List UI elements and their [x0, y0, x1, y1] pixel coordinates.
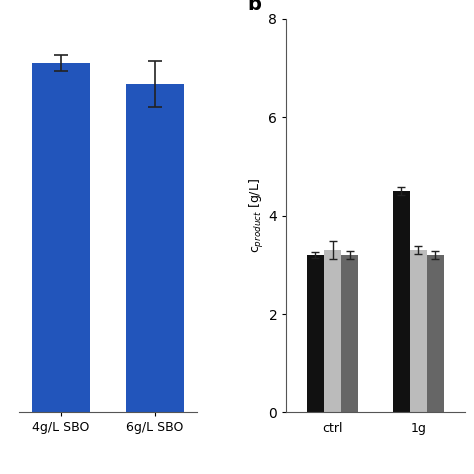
Bar	[307, 255, 324, 412]
Bar	[427, 255, 444, 412]
Bar	[126, 84, 184, 412]
Bar	[341, 255, 358, 412]
Bar	[32, 63, 90, 412]
Bar	[392, 191, 410, 412]
Bar	[324, 250, 341, 412]
Text: b: b	[247, 0, 261, 14]
Bar	[410, 250, 427, 412]
Y-axis label: c$_{product}$ [g/L]: c$_{product}$ [g/L]	[247, 178, 265, 253]
